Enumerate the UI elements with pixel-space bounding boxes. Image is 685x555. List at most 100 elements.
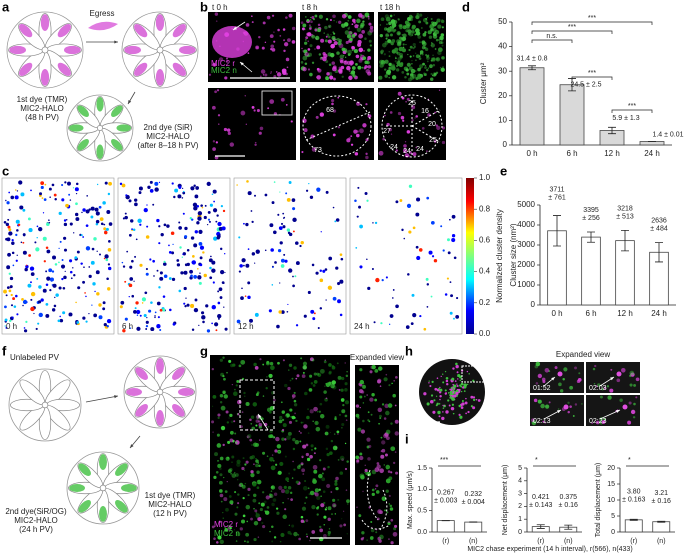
cluster [198, 281, 202, 285]
cluster [6, 265, 11, 270]
value-label: 3.80 ± 0.163 [622, 488, 645, 503]
signal [438, 387, 440, 390]
signal [307, 487, 310, 490]
signal [408, 77, 412, 82]
signal [357, 65, 362, 70]
cluster [139, 314, 142, 317]
signal [288, 363, 293, 367]
value-label: 0.421 ± 0.143 [529, 494, 552, 509]
cluster [220, 269, 225, 275]
panel-label: h [405, 343, 413, 358]
cluster [96, 183, 99, 186]
signal [406, 97, 410, 101]
x-tick-label: 0 h [526, 149, 537, 158]
signal [314, 492, 319, 497]
signal [415, 146, 418, 149]
signal [621, 368, 626, 373]
cluster [453, 317, 455, 320]
signal [434, 111, 437, 114]
vacuole-outline [121, 11, 199, 89]
cluster [85, 295, 87, 298]
cluster [124, 212, 127, 215]
signal [385, 410, 390, 416]
signal [451, 397, 455, 401]
signal [310, 448, 314, 451]
cluster [136, 314, 139, 316]
signal [287, 480, 289, 482]
cluster [380, 322, 383, 325]
cluster [130, 219, 134, 223]
signal [321, 477, 326, 482]
signal [281, 437, 285, 441]
signal [304, 479, 307, 483]
signal [593, 383, 596, 385]
cluster [63, 275, 67, 280]
signal [253, 362, 257, 367]
cluster [156, 301, 161, 306]
signal [458, 404, 461, 408]
signal [430, 77, 434, 81]
cluster [193, 206, 198, 211]
signal [367, 65, 372, 69]
signal [212, 140, 216, 143]
cluster [81, 211, 83, 214]
cluster [206, 181, 211, 187]
colorbar-label: Normalized cluster density [495, 209, 504, 303]
cluster [42, 288, 47, 293]
cluster [43, 260, 46, 263]
signal [387, 521, 391, 524]
cluster [52, 255, 57, 260]
cluster [22, 233, 26, 237]
signal [384, 509, 387, 512]
arrow-head [551, 377, 555, 381]
signal [424, 73, 427, 77]
signal [309, 72, 313, 77]
signal [240, 359, 246, 365]
cluster [245, 263, 250, 268]
outline [361, 469, 391, 531]
signal [441, 416, 445, 421]
signal [438, 391, 442, 394]
signal [247, 52, 250, 54]
signal [360, 475, 365, 480]
signal [218, 480, 223, 485]
cluster [102, 301, 106, 305]
cluster [156, 324, 161, 329]
signal [386, 27, 389, 31]
signal [287, 486, 292, 490]
cluster [251, 252, 256, 256]
cluster [367, 286, 371, 290]
signal [448, 404, 451, 407]
signal [285, 104, 288, 106]
signal [352, 74, 356, 78]
cluster [295, 261, 300, 266]
signal [467, 410, 470, 414]
signal [304, 391, 308, 396]
signal [337, 96, 340, 99]
signal [281, 418, 285, 422]
signal [416, 75, 422, 80]
signal [332, 498, 336, 502]
cluster [161, 308, 166, 312]
significance-label: * [535, 457, 538, 464]
signal [302, 361, 308, 366]
signal [218, 520, 221, 523]
cluster [145, 267, 148, 271]
signal [445, 379, 449, 383]
signal [554, 366, 558, 370]
arrow-head [240, 62, 244, 66]
signal [393, 19, 398, 25]
parasite [77, 462, 104, 489]
signal [254, 509, 258, 513]
signal [395, 57, 397, 60]
cluster [158, 242, 161, 245]
cluster [271, 201, 275, 205]
signal [567, 410, 570, 414]
signal [455, 391, 459, 395]
cluster [65, 218, 68, 221]
cluster [201, 206, 204, 209]
parasite-label [134, 62, 148, 76]
signal [258, 35, 261, 39]
cluster [419, 314, 422, 318]
cluster [43, 198, 47, 201]
